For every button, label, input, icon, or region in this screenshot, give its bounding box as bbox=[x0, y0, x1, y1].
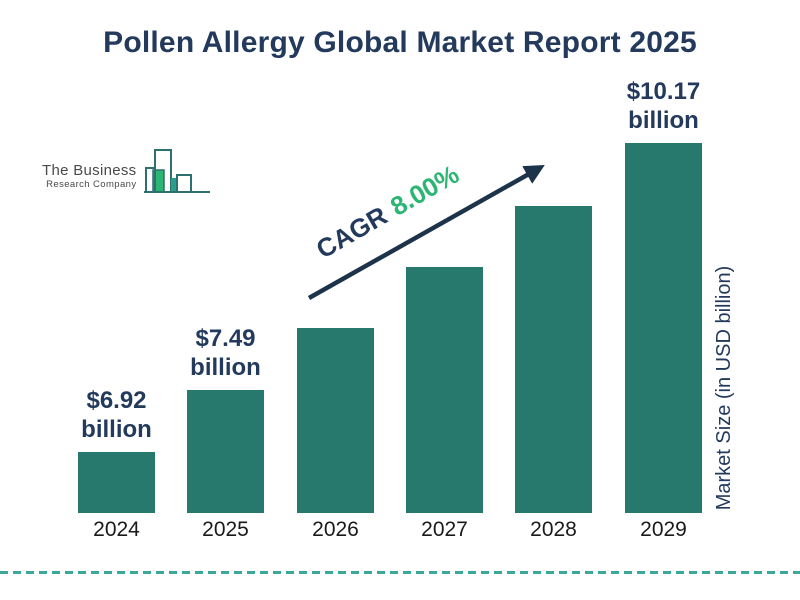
bar-value-label: $10.17 billion bbox=[626, 78, 701, 134]
page-title: Pollen Allergy Global Market Report 2025 bbox=[103, 26, 697, 59]
x-axis-tick-label: 2026 bbox=[312, 518, 359, 541]
bar-2027 bbox=[406, 267, 483, 513]
x-axis-tick-label: 2027 bbox=[421, 518, 468, 541]
bar-2024 bbox=[78, 452, 155, 513]
y-axis-label: Market Size (in USD billion) bbox=[713, 265, 735, 511]
x-axis-tick-label: 2029 bbox=[640, 518, 687, 541]
bar-value-label: $6.92 billion bbox=[81, 387, 152, 443]
logo-text: The Business Research Company bbox=[42, 162, 136, 190]
logo: The Business Research Company bbox=[42, 138, 222, 196]
x-axis-tick-label: 2028 bbox=[530, 518, 577, 541]
x-axis-tick-label: 2024 bbox=[93, 518, 140, 541]
x-axis-tick-label: 2025 bbox=[202, 518, 249, 541]
bottom-dashed-divider bbox=[0, 571, 800, 574]
bar-value-label: $7.49 billion bbox=[190, 325, 261, 381]
bar-2025 bbox=[187, 390, 264, 513]
bar-2028 bbox=[515, 206, 592, 513]
logo-bar-chart-icon bbox=[144, 149, 211, 193]
logo-company-name: The Business bbox=[42, 162, 137, 179]
bar-2026 bbox=[297, 328, 374, 513]
bar-2029 bbox=[625, 143, 702, 513]
logo-company-subtitle: Research Company bbox=[46, 179, 137, 190]
